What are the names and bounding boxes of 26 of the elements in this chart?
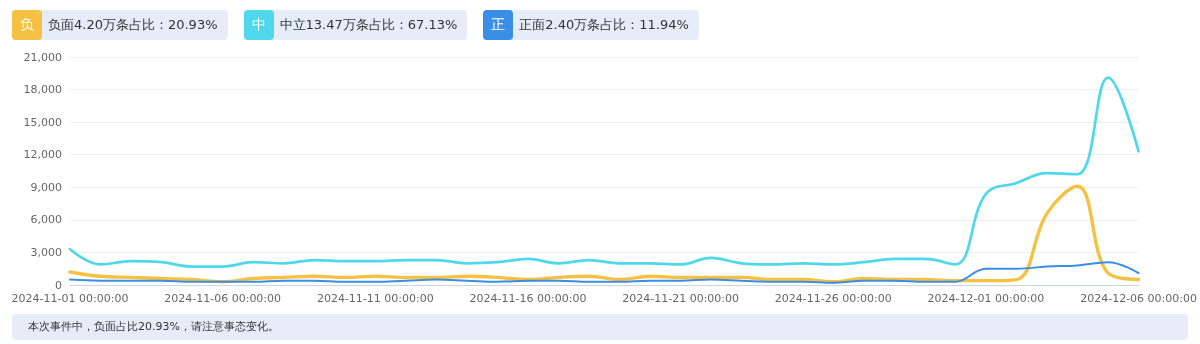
y-tick-label: 15,000 xyxy=(23,115,62,129)
y-tick-label: 12,000 xyxy=(23,148,62,162)
y-tick-label: 18,000 xyxy=(23,83,62,97)
legend-label: 中立13.47万条占比：67.13% xyxy=(279,16,458,34)
x-tick-label: 2024-12-01 00:00:00 xyxy=(927,292,1045,305)
y-tick-label: 9,000 xyxy=(30,180,62,194)
y-tick-label: 0 xyxy=(55,278,62,292)
text: 中 xyxy=(243,10,274,40)
y-tick-label: 3,000 xyxy=(30,245,62,259)
y-tick-label: 21,000 xyxy=(23,50,62,64)
text: 负 xyxy=(12,10,42,40)
x-tick-label: 2024-11-01 00:00:00 xyxy=(11,292,129,305)
text: 本次事件中，负面占比20.93%，请注意事态变化。 xyxy=(12,314,1188,340)
x-tick-label: 2024-11-26 00:00:00 xyxy=(774,292,892,305)
line-series xyxy=(68,184,1141,284)
text: 正 xyxy=(483,10,514,40)
x-tick-label: 2024-12-06 00:00:00 xyxy=(1080,292,1197,305)
legend-label: 正面2.40万条占比：11.94% xyxy=(519,16,689,34)
y-tick-label: 6,000 xyxy=(30,213,62,227)
x-tick-label: 2024-11-06 00:00:00 xyxy=(164,292,282,305)
x-tick-label: 2024-11-16 00:00:00 xyxy=(469,292,587,305)
x-tick-label: 2024-11-11 00:00:00 xyxy=(316,292,434,305)
line-series xyxy=(69,261,1140,284)
x-tick-label: 2024-11-21 00:00:00 xyxy=(622,292,740,305)
legend-label: 负面4.20万条占比：20.93% xyxy=(48,16,218,34)
line-series xyxy=(68,76,1140,268)
